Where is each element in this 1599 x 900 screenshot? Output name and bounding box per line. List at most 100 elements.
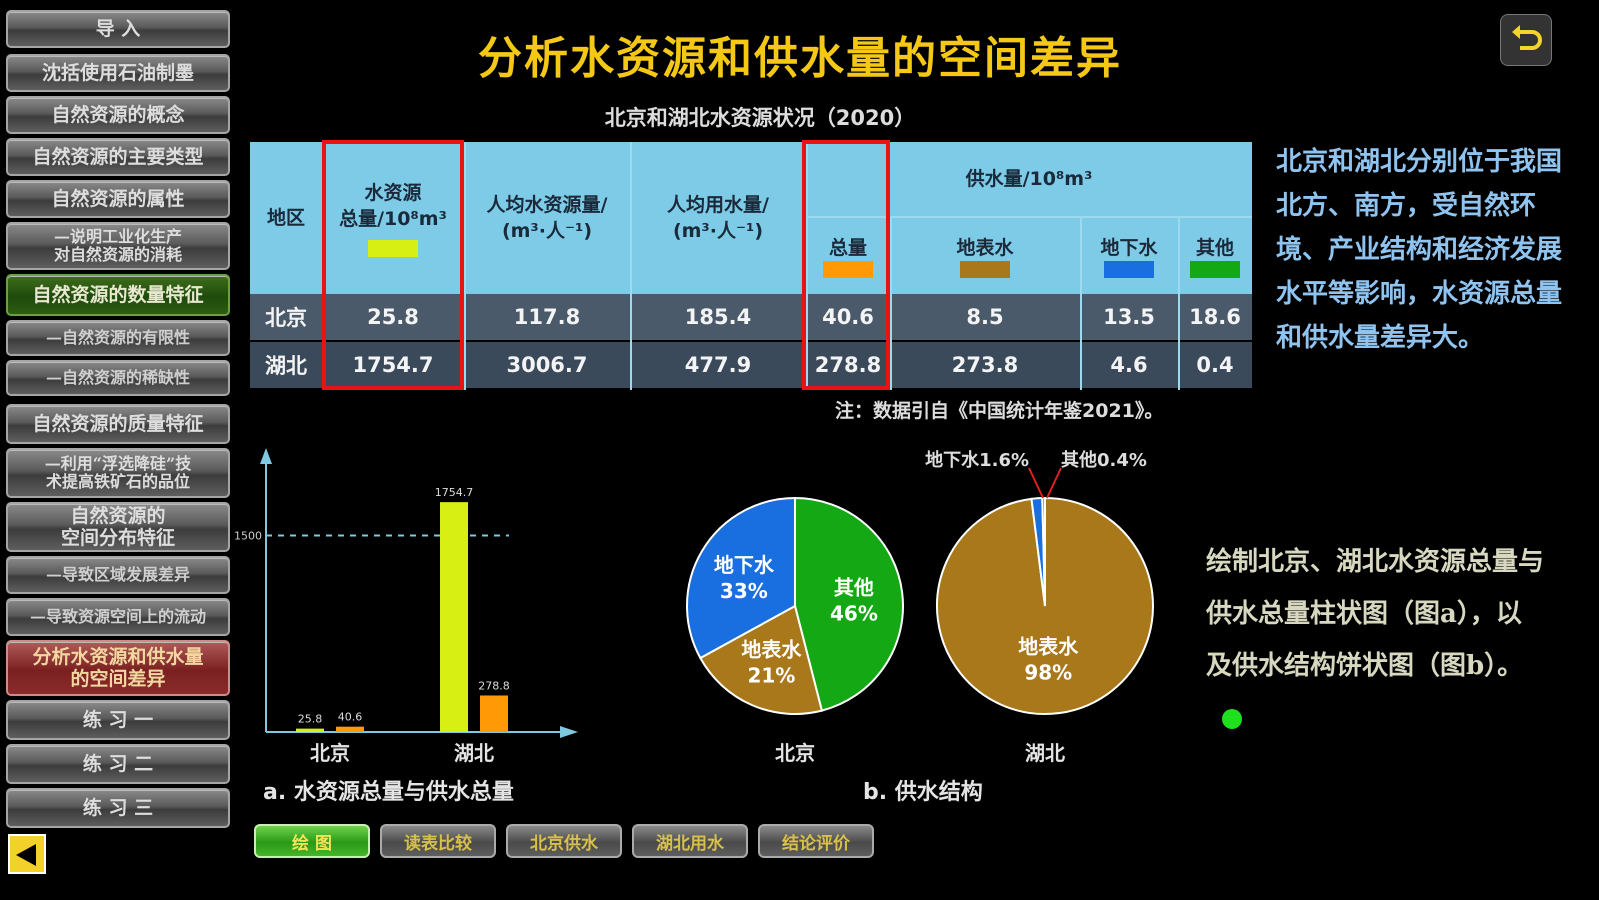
- bar: [440, 502, 468, 732]
- cell-supply-total: 40.6: [806, 294, 890, 340]
- cell-ground: 13.5: [1080, 294, 1178, 340]
- previous-page-button[interactable]: [8, 834, 46, 874]
- pie-slice-value: 98%: [1024, 661, 1072, 685]
- bar-data-label: 40.6: [338, 711, 363, 724]
- swatch-supply-total: [823, 260, 873, 278]
- bar-data-label: 278.8: [478, 679, 510, 692]
- bar: [336, 726, 364, 732]
- cell-water-total: 1754.7: [322, 342, 464, 388]
- status-dot-icon: [1222, 709, 1242, 729]
- cell-per-capita-use: 185.4: [630, 294, 806, 340]
- explanation-text: 北京和湖北分别位于我国北方、南方，受自然环境、产业结构和经济发展水平等影响，水资…: [1276, 147, 1563, 353]
- pie-chart-caption: b. 供水结构: [863, 780, 983, 805]
- cell-surface: 273.8: [890, 342, 1080, 388]
- toolbar-button[interactable]: 读表比较: [380, 824, 496, 858]
- task-instruction-text: 绘制北京、湖北水资源总量与供水总量柱状图（图a），以及供水结构饼状图（图b）。: [1206, 547, 1545, 681]
- sidebar-item[interactable]: 自然资源的质量特征: [6, 404, 230, 444]
- header-per-capita-water: 人均水资源量/ (m³·人⁻¹): [464, 142, 630, 294]
- pie-slice-label: 地表水: [1018, 635, 1079, 659]
- sidebar-item[interactable]: 自然资源的属性: [6, 180, 230, 218]
- cell-per-capita-use: 477.9: [630, 342, 806, 388]
- sidebar-item[interactable]: —自然资源的有限性: [6, 320, 230, 356]
- cell-other: 0.4: [1178, 342, 1252, 388]
- header-supply-group: 供水量/10⁸m³: [806, 142, 1252, 216]
- header-water-total: 水资源 总量/10⁸m³: [322, 142, 464, 294]
- pie-slice-value: 21%: [747, 664, 795, 688]
- pie-slice: [699, 604, 824, 715]
- table-caption: 北京和湖北水资源状况（2020）: [604, 106, 916, 130]
- pie-slice-value: 33%: [720, 579, 768, 603]
- header-other: 其他: [1178, 218, 1252, 294]
- x-tick-label: 湖北: [454, 741, 494, 765]
- pie-slice-label: 地下水: [714, 553, 775, 577]
- bar-chart: 1500 25.8 40.6 北京 1754.7 278.8 湖北: [234, 448, 578, 765]
- swatch-water-total: [368, 239, 418, 257]
- sidebar-item[interactable]: —说明工业化生产 对自然资源的消耗: [6, 222, 230, 270]
- sidebar-item[interactable]: —导致资源空间上的流动: [6, 598, 230, 636]
- bar-data-label: 25.8: [298, 713, 323, 726]
- highlight-supply-total: [802, 140, 890, 390]
- sidebar-item[interactable]: —利用“浮选降硅”技 术提高铁矿石的品位: [6, 448, 230, 498]
- table-note: 注：数据引自《中国统计年鉴2021》。: [835, 400, 1164, 422]
- toolbar-button[interactable]: 湖北用水: [632, 824, 748, 858]
- sidebar-item[interactable]: 练 习 二: [6, 744, 230, 784]
- pie-name: 北京: [775, 741, 815, 765]
- sidebar-item[interactable]: 练 习 一: [6, 700, 230, 740]
- toolbar-button[interactable]: 北京供水: [506, 824, 622, 858]
- y-axis-arrow: [260, 448, 272, 464]
- header-surface-label: 地表水: [956, 236, 1014, 259]
- bar: [296, 728, 324, 732]
- header-region: 地区: [250, 142, 322, 294]
- sidebar-item[interactable]: 练 习 三: [6, 788, 230, 828]
- pie-slice-label: 地表水: [741, 638, 802, 662]
- callout-line: [1046, 467, 1062, 499]
- sidebar-item[interactable]: 导 入: [6, 10, 230, 48]
- sidebar-item[interactable]: 自然资源的概念: [6, 96, 230, 134]
- cell-per-capita-water: 3006.7: [464, 342, 630, 388]
- sidebar-item[interactable]: —自然资源的稀缺性: [6, 360, 230, 396]
- x-tick-label: 北京: [310, 741, 350, 765]
- callout-label: 其他0.4%: [1061, 449, 1147, 471]
- cell-region: 北京: [250, 294, 322, 340]
- cell-water-total: 25.8: [322, 294, 464, 340]
- sidebar-item[interactable]: 自然资源的主要类型: [6, 138, 230, 176]
- cell-supply-total: 278.8: [806, 342, 890, 388]
- sidebar-item[interactable]: 沈括使用石油制墨: [6, 54, 230, 92]
- bar-data-label: 1754.7: [435, 486, 474, 499]
- header-supply-total: 总量: [806, 218, 890, 294]
- header-per-capita-use: 人均用水量/ (m³·人⁻¹): [630, 142, 806, 294]
- header-other-label: 其他: [1195, 236, 1234, 259]
- page-title: 分析水资源和供水量的空间差异: [478, 33, 1122, 84]
- sidebar-nav: 导 入沈括使用石油制墨 自然资源的概念 自然资源的主要类型 自然资源的属性 —说明工业化…: [6, 10, 230, 840]
- return-button[interactable]: [1500, 14, 1552, 66]
- header-water-total-label: 水资源 总量/10⁸m³: [339, 181, 447, 230]
- water-resource-table: 地区 水资源 总量/10⁸m³ 人均水资源量/ (m³·人⁻¹) 人均用水量/ …: [250, 140, 1252, 390]
- pie-slice-label: 其他: [834, 576, 874, 600]
- sidebar-item[interactable]: 自然资源的 空间分布特征: [6, 502, 230, 552]
- header-supply-total-label: 总量: [828, 236, 867, 259]
- task-instruction: 绘制北京、湖北水资源总量与供水总量柱状图（图a），以及供水结构饼状图（图b）。: [1206, 536, 1546, 744]
- callout-label: 地下水1.6%: [925, 449, 1029, 471]
- pie-slice: [686, 496, 796, 660]
- header-ground: 地下水: [1080, 218, 1178, 294]
- pie-slice-value: 46%: [830, 602, 878, 626]
- bar: [480, 695, 508, 732]
- cell-surface: 8.5: [890, 294, 1080, 340]
- toolbar-button[interactable]: 结论评价: [758, 824, 874, 858]
- pie-slice: [794, 496, 904, 712]
- cell-region: 湖北: [250, 342, 322, 388]
- header-surface: 地表水: [890, 218, 1080, 294]
- callout-line: [1028, 467, 1044, 499]
- sidebar-item[interactable]: 分析水资源和供水量 的空间差异: [6, 640, 230, 696]
- bar-chart-caption: a. 水资源总量与供水总量: [263, 780, 514, 805]
- swatch-ground: [1104, 260, 1154, 278]
- cell-other: 18.6: [1178, 294, 1252, 340]
- undo-arrow-icon: [1512, 25, 1542, 50]
- swatch-surface: [960, 260, 1010, 278]
- toolbar-button[interactable]: 绘 图: [254, 824, 370, 858]
- sidebar-item[interactable]: —导致区域发展差异: [6, 556, 230, 594]
- sidebar-item[interactable]: 自然资源的数量特征: [6, 274, 230, 316]
- x-axis-arrow: [560, 726, 578, 738]
- cell-ground: 4.6: [1080, 342, 1178, 388]
